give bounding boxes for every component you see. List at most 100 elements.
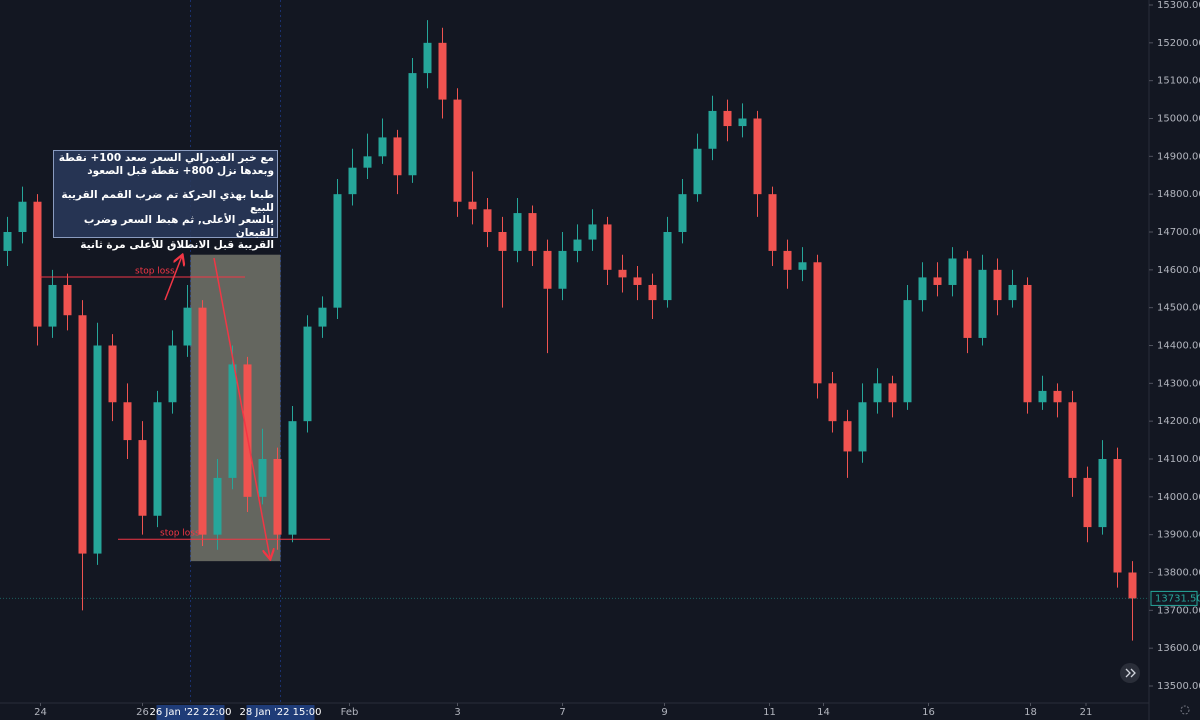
x-tick-label: 18 — [1024, 707, 1037, 718]
y-tick-label: 15000.00 — [1157, 114, 1200, 125]
candle-body — [513, 213, 522, 251]
x-tick-label: 7 — [559, 707, 565, 718]
settings-button[interactable] — [1180, 705, 1190, 715]
candle-body — [633, 277, 642, 285]
candle-body — [453, 99, 462, 202]
note-line: القريبة قبل الانطلاق للأعلى مرة ثانية — [80, 239, 274, 251]
candle-body — [393, 137, 402, 176]
x-tick-label: 3 — [454, 707, 460, 718]
y-tick-label: 14900.00 — [1157, 151, 1200, 162]
last-price-label: 13731.50 — [1155, 593, 1200, 604]
candle-body — [198, 307, 207, 535]
candle-body — [258, 459, 267, 497]
range-label-bg — [156, 705, 225, 720]
y-tick-label: 13700.00 — [1157, 605, 1200, 616]
y-tick-label: 15100.00 — [1157, 76, 1200, 87]
y-tick-label: 14400.00 — [1157, 341, 1200, 352]
candle-body — [1083, 477, 1092, 528]
candle-body — [123, 402, 132, 441]
candle-body — [888, 383, 897, 403]
candle-body — [993, 269, 1002, 301]
stop-loss-label: stop loss — [135, 267, 175, 277]
candle-body — [18, 201, 27, 232]
candle-body — [528, 213, 537, 251]
candle-body — [138, 440, 147, 516]
candle-body — [738, 118, 747, 127]
candle-body — [273, 459, 282, 535]
candle-body — [948, 258, 957, 285]
candle-body — [873, 383, 882, 403]
candle-body — [93, 345, 102, 554]
candle-body — [588, 224, 597, 240]
candle-body — [933, 277, 942, 285]
candle-body — [1038, 390, 1047, 403]
candle-body — [303, 326, 312, 422]
candle-body — [963, 258, 972, 338]
y-tick-label: 14600.00 — [1157, 265, 1200, 276]
candle-body — [813, 262, 822, 384]
y-tick-label: 15200.00 — [1157, 38, 1200, 49]
candle-body — [858, 402, 867, 452]
x-tick-label: 16 — [922, 707, 935, 718]
x-tick-label: 11 — [763, 707, 776, 718]
candle-body — [168, 345, 177, 403]
candle-body — [723, 110, 732, 127]
candle-body — [648, 284, 657, 301]
candle-body — [108, 345, 117, 403]
candle-body — [243, 364, 252, 497]
candle-body — [1068, 402, 1077, 478]
candle-body — [3, 232, 12, 251]
candle-body — [363, 156, 372, 168]
x-tick-label: 21 — [1080, 707, 1093, 718]
y-tick-label: 13500.00 — [1157, 681, 1200, 692]
candle-body — [1053, 390, 1062, 403]
candle-body — [558, 250, 567, 289]
candle-body — [483, 209, 492, 232]
x-tick-label: 9 — [661, 707, 667, 718]
candle-body — [48, 284, 57, 327]
y-tick-label: 14100.00 — [1157, 454, 1200, 465]
y-tick-label: 14500.00 — [1157, 303, 1200, 314]
candle-body — [333, 194, 342, 308]
candle-body — [1098, 459, 1107, 528]
candle-body — [978, 269, 987, 338]
y-tick-label: 13800.00 — [1157, 568, 1200, 579]
x-tick-label: 26 — [136, 707, 149, 718]
scroll-icon — [1125, 668, 1136, 678]
y-tick-label: 14300.00 — [1157, 378, 1200, 389]
spacer — [57, 177, 274, 189]
note-line: مع خبر الفيدرالي السعر صعد 100+ نقطة — [58, 152, 274, 164]
candle-body — [33, 201, 42, 327]
candle-body — [318, 307, 327, 327]
candle-body — [348, 167, 357, 195]
candle-body — [1008, 284, 1017, 301]
candle-body — [618, 269, 627, 278]
stop-loss-label: stop loss — [160, 529, 200, 539]
y-tick-label: 15300.00 — [1157, 0, 1200, 11]
candle-body — [918, 277, 927, 301]
note-line: وبعدها نزل 800+ نقطة قبل الصعود — [87, 164, 274, 177]
candle-body — [213, 477, 222, 535]
candle-body — [708, 110, 717, 149]
candle-body — [1023, 284, 1032, 403]
candle-body — [78, 315, 87, 554]
candle-body — [903, 300, 912, 403]
annotation-box: مع خبر الفيدرالي السعر صعد 100+ نقطة وبع… — [53, 150, 278, 251]
y-tick-label: 14700.00 — [1157, 227, 1200, 238]
x-tick-label: 14 — [817, 707, 830, 718]
candle-body — [1128, 572, 1137, 599]
candle-body — [768, 194, 777, 251]
candle-body — [603, 224, 612, 270]
note-line: بالسعر الأعلى, ثم هبط السعر وضرب القيعان — [83, 214, 274, 239]
range-label-bg — [246, 705, 315, 720]
y-tick-label: 14800.00 — [1157, 189, 1200, 200]
range-label: 26 Jan '22 22:00 — [150, 707, 232, 718]
candle-body — [663, 232, 672, 301]
candle-body — [438, 42, 447, 100]
candle-body — [543, 250, 552, 289]
candle-body — [573, 239, 582, 251]
y-tick-label: 14200.00 — [1157, 416, 1200, 427]
y-tick-label: 13600.00 — [1157, 643, 1200, 654]
candle-body — [228, 364, 237, 478]
